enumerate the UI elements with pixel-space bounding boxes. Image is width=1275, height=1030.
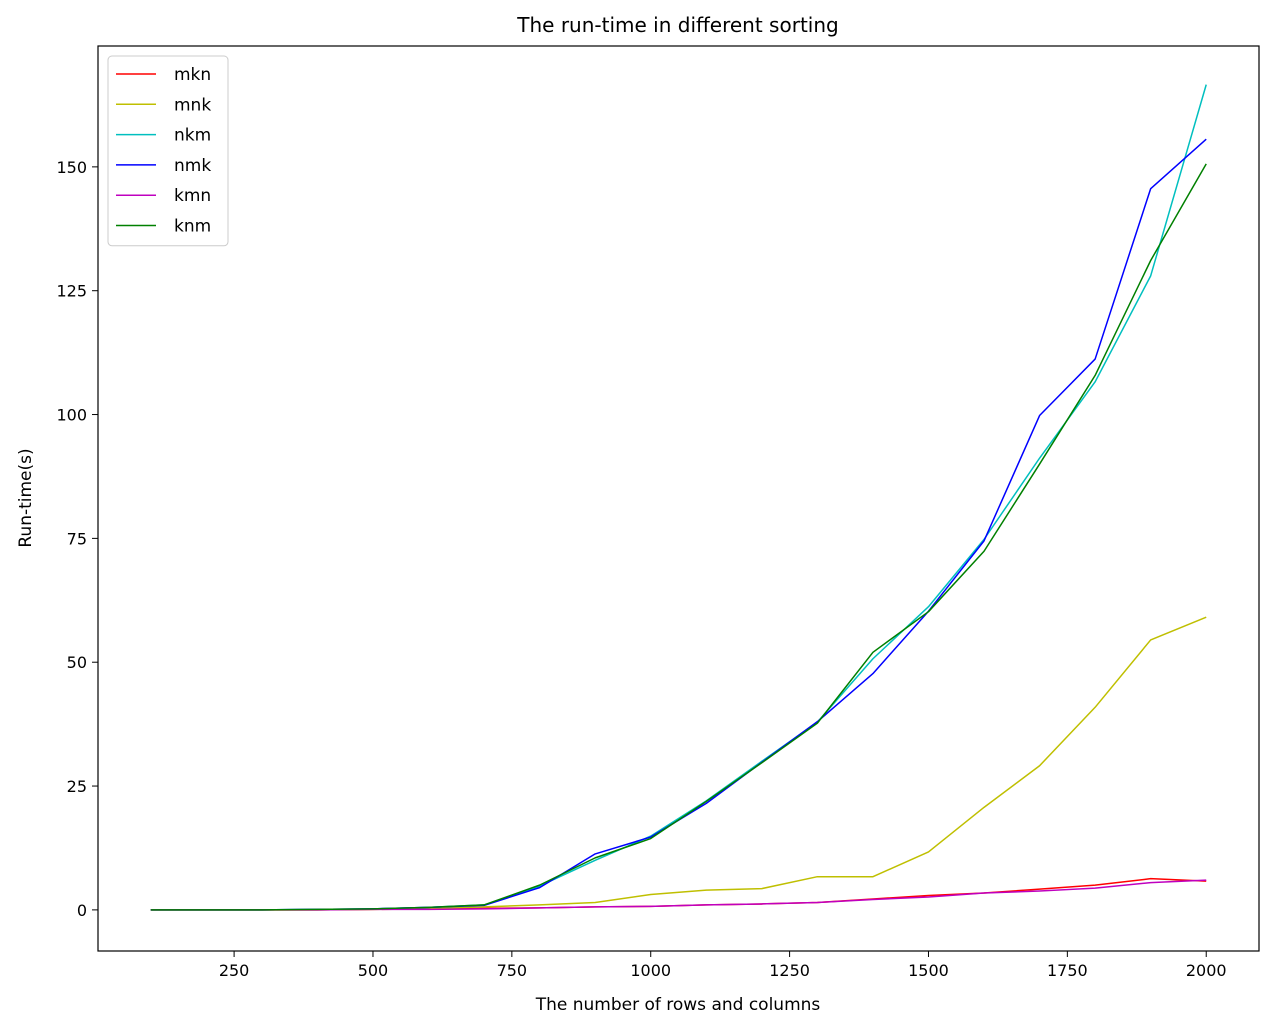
y-tick-label: 125 (56, 282, 87, 301)
y-tick-label: 25 (67, 777, 87, 796)
y-tick-label: 0 (77, 901, 87, 920)
series-layer (150, 84, 1207, 911)
legend-label-mnk: mnk (174, 95, 211, 115)
legend-label-nmk: nmk (174, 156, 211, 176)
x-axis-label: The number of rows and columns (535, 995, 821, 1015)
legend-label-kmn: kmn (174, 186, 211, 206)
x-tick-label: 1250 (769, 961, 810, 980)
y-tick-label: 150 (56, 158, 87, 177)
y-axis: 0 25 50 75 100 125 150 (56, 158, 98, 920)
legend: mkn mnk nkm nmk kmn knm (107, 55, 229, 247)
plot-area (97, 45, 1260, 952)
chart-title: The run-time in different sorting (516, 13, 838, 37)
legend-box (107, 55, 229, 247)
x-tick-label: 1500 (908, 961, 949, 980)
legend-label-mkn: mkn (174, 65, 211, 85)
y-tick-label: 100 (56, 406, 87, 425)
x-tick-label: 1000 (630, 961, 671, 980)
x-tick-label: 1750 (1047, 961, 1088, 980)
x-axis: 250 500 750 1000 1250 1500 1750 2000 (219, 951, 1227, 980)
y-tick-label: 50 (67, 653, 87, 672)
y-axis-label: Run-time(s) (16, 448, 36, 547)
plot-background (98, 46, 1259, 951)
axes-frame (97, 45, 1260, 952)
x-tick-label: 750 (497, 961, 528, 980)
y-tick-label: 75 (67, 529, 87, 548)
series-line-knm (150, 163, 1207, 911)
legend-label-knm: knm (174, 217, 211, 237)
x-tick-label: 2000 (1186, 961, 1227, 980)
x-tick-label: 250 (219, 961, 250, 980)
legend-label-nkm: nkm (174, 126, 211, 146)
x-tick-label: 500 (358, 961, 389, 980)
